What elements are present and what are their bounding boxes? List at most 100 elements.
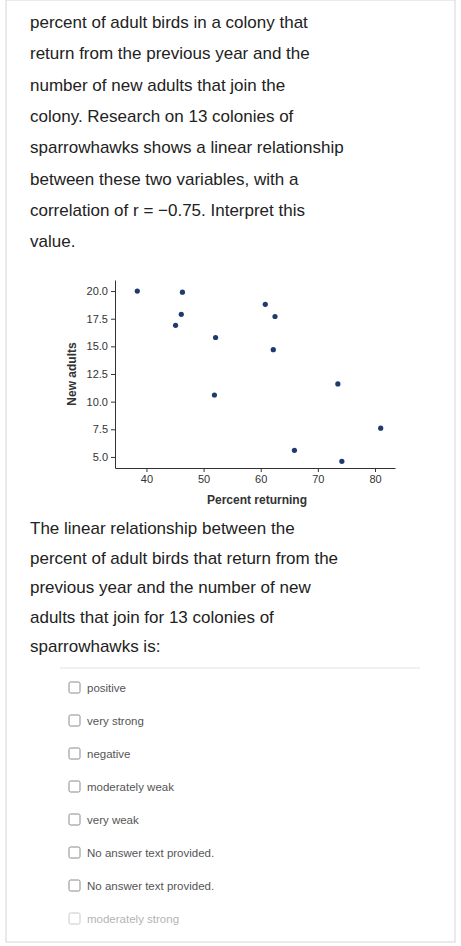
x-tick: 40 — [141, 468, 153, 485]
point — [179, 312, 184, 317]
x-tick-mark — [318, 468, 319, 472]
y-tick-mark — [111, 291, 115, 292]
page-frame — [6, 0, 455, 942]
y-tick: 10.0 — [87, 396, 115, 408]
point — [271, 347, 276, 352]
y-tick: 7.5 — [93, 423, 115, 435]
chart: 20.0 17.5 15.0 12.5 10.0 7.5 5.0 40 50 60 70 80 Perc… — [65, 281, 396, 508]
prompt-line: adults that join for 13 colonies of — [30, 608, 274, 627]
point — [272, 314, 277, 319]
x-tick-label: 50 — [198, 473, 210, 485]
points — [135, 288, 384, 464]
option[interactable]: moderately weak — [69, 781, 174, 793]
x-tick: 50 — [198, 468, 210, 485]
option-label[interactable]: moderately strong — [87, 913, 179, 925]
y-tick-label: 20.0 — [87, 285, 108, 297]
separator — [60, 668, 420, 669]
y-tick: 20.0 — [87, 285, 115, 297]
x-tick-mark — [146, 468, 147, 472]
checkbox[interactable] — [69, 847, 80, 858]
question-line: between these two variables, with a — [30, 170, 299, 189]
question-line: value. — [30, 232, 75, 251]
question-line: percent of adult birds in a colony that — [30, 13, 308, 32]
question-line: correlation of r = −0.75. Interpret this — [30, 201, 305, 220]
option-label[interactable]: positive — [87, 682, 126, 694]
y-tick-mark — [111, 429, 115, 430]
checkbox[interactable] — [69, 748, 80, 759]
x-axis-title: Percent returning — [207, 493, 307, 507]
point — [378, 426, 383, 431]
y-tick-label: 17.5 — [87, 313, 108, 325]
point — [339, 459, 344, 464]
checkbox[interactable] — [69, 781, 80, 792]
x-tick-mark — [375, 468, 376, 472]
y-tick-label: 15.0 — [87, 340, 108, 352]
checkbox[interactable] — [69, 880, 80, 891]
option[interactable]: moderately strong — [69, 913, 179, 925]
y-tick: 17.5 — [87, 313, 115, 325]
point — [173, 323, 178, 328]
x-tick-label: 40 — [141, 473, 153, 485]
y-tick-mark — [111, 457, 115, 458]
x-tick-label: 80 — [369, 473, 381, 485]
option[interactable]: negative — [69, 748, 130, 760]
question-line: number of new adults that join the — [30, 76, 285, 95]
checkbox[interactable] — [69, 715, 80, 726]
question-line: colony. Research on 13 colonies of — [30, 107, 294, 126]
x-tick: 70 — [312, 468, 324, 485]
checkbox[interactable] — [69, 682, 80, 693]
prompt-line: percent of adult birds that return from … — [30, 549, 338, 568]
point — [135, 288, 140, 293]
x-tick: 80 — [369, 468, 381, 485]
point — [335, 381, 340, 386]
y-axis: 20.0 17.5 15.0 12.5 10.0 7.5 5.0 — [87, 281, 116, 469]
y-tick-mark — [111, 374, 115, 375]
prompt-line: sparrowhawks is: — [30, 637, 160, 656]
option[interactable]: No answer text provided. — [69, 847, 214, 859]
point — [180, 290, 185, 295]
y-tick-label: 5.0 — [93, 451, 108, 463]
x-axis-line — [116, 468, 396, 469]
page: percent of adult birds in a colony that r… — [0, 0, 461, 946]
question-line: sparrowhawks shows a linear relationship — [30, 138, 344, 157]
y-tick-label: 10.0 — [87, 396, 108, 408]
option-label[interactable]: negative — [87, 748, 130, 760]
point — [263, 302, 268, 307]
option-label[interactable]: moderately weak — [87, 781, 174, 793]
prompt-line: previous year and the number of new — [30, 578, 311, 597]
x-tick-label: 60 — [255, 473, 267, 485]
y-tick: 15.0 — [87, 340, 115, 352]
options: positive very strong negative moderately we… — [69, 682, 214, 925]
option[interactable]: No answer text provided. — [69, 880, 214, 892]
point — [292, 448, 297, 453]
y-axis-line — [115, 281, 116, 469]
checkbox[interactable] — [69, 814, 80, 825]
option[interactable]: very strong — [69, 715, 144, 727]
x-axis: 40 50 60 70 80 — [116, 468, 396, 485]
option-label[interactable]: No answer text provided. — [87, 847, 214, 859]
option-label[interactable]: No answer text provided. — [87, 880, 214, 892]
y-tick: 5.0 — [93, 451, 115, 463]
question: percent of adult birds in a colony that r… — [30, 13, 344, 251]
checkbox[interactable] — [69, 913, 80, 924]
option-label[interactable]: very strong — [87, 715, 144, 727]
x-tick-mark — [261, 468, 262, 472]
y-tick: 12.5 — [87, 368, 115, 380]
y-tick-mark — [111, 402, 115, 403]
y-tick-label: 7.5 — [93, 423, 108, 435]
prompt-line: The linear relationship between the — [30, 519, 295, 538]
x-tick-label: 70 — [312, 473, 324, 485]
x-tick: 60 — [255, 468, 267, 485]
y-tick-mark — [111, 346, 115, 347]
y-tick-label: 12.5 — [87, 368, 108, 380]
option[interactable]: very weak — [69, 814, 139, 826]
y-axis-title: New adults — [65, 342, 79, 406]
question-line: return from the previous year and the — [30, 44, 310, 63]
option[interactable]: positive — [69, 682, 126, 694]
point — [212, 392, 217, 397]
y-tick-mark — [111, 319, 115, 320]
prompt: The linear relationship between the perce… — [30, 519, 338, 656]
x-tick-mark — [204, 468, 205, 472]
option-label[interactable]: very weak — [87, 814, 139, 826]
point — [213, 335, 218, 340]
